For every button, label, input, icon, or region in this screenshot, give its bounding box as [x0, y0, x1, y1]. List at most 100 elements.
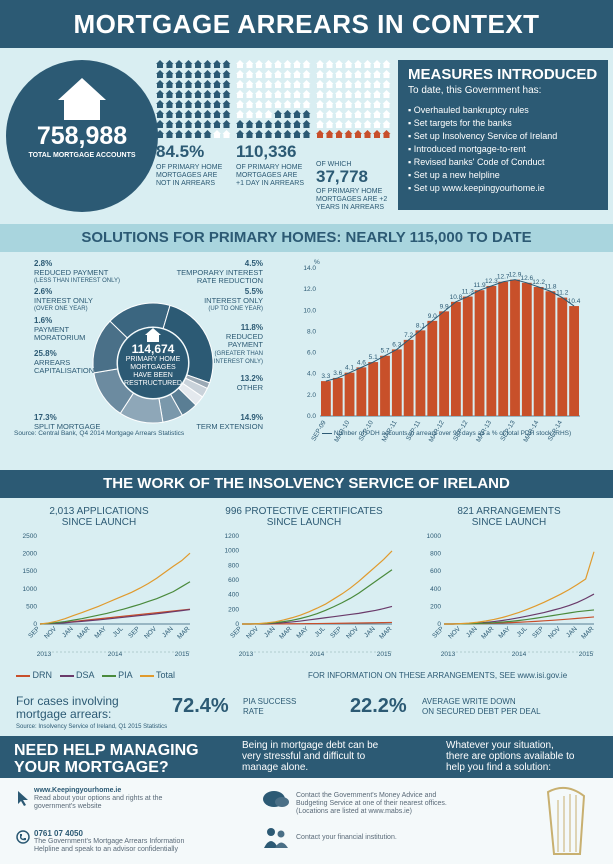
house-pictogram: [222, 80, 231, 88]
y-tick-label: 400: [228, 592, 239, 599]
web-contact[interactable]: www.Keepingyourhome.ie Read about your o…: [34, 787, 163, 810]
data-label: 9.0: [428, 313, 437, 320]
house-pictogram: [344, 130, 353, 138]
house-pictogram: [213, 100, 221, 108]
bar-series-line: [325, 279, 575, 382]
insolvency-source: Source: Insolvency Service of Ireland, Q…: [16, 724, 168, 730]
total-accounts-circle: 758,988 TOTAL MORTGAGE ACCOUNTS: [6, 60, 158, 212]
measures-item: ▪ Set up a new helpline: [408, 170, 500, 180]
house-pictogram: [382, 130, 391, 138]
bar: [510, 279, 520, 416]
donut-label: 1.6% PAYMENT MORATORIUM: [34, 316, 86, 342]
house-pictogram: [283, 70, 292, 78]
x-tick-label: MAR: [76, 625, 91, 640]
house-pictogram: [354, 120, 362, 128]
series-line: [242, 605, 393, 625]
y-tick-label: 14.0: [303, 265, 316, 272]
house-pictogram: [213, 130, 221, 138]
phone-contact[interactable]: 0761 07 4050 The Government's Mortgage A…: [34, 829, 185, 854]
cases-label: For cases involving mortgage arrears:: [16, 694, 119, 721]
house-pictogram: [274, 80, 282, 88]
house-pictogram: [165, 110, 174, 118]
insolvency-title: THE WORK OF THE INSOLVENCY SERVICE OF IR…: [0, 470, 613, 498]
harp-emblem-icon: [546, 786, 586, 855]
house-pictogram: [255, 80, 263, 88]
house-pictogram: [255, 110, 263, 118]
bar: [391, 349, 402, 416]
house-pictogram: [264, 60, 273, 68]
house-pictogram: [274, 90, 282, 98]
chat-icon: [263, 791, 289, 807]
bar: [521, 282, 532, 416]
house-pictogram: [156, 70, 164, 78]
house-pictogram: [156, 130, 164, 138]
house-pictogram: [274, 100, 282, 108]
bar: [380, 355, 390, 416]
house-pictogram: [344, 80, 353, 88]
y-tick-label: 2000: [23, 551, 38, 558]
data-label: 11.2: [556, 290, 569, 297]
data-label: 9.9: [440, 303, 449, 310]
house-pictogram: [354, 70, 362, 78]
phone-icon: [16, 830, 30, 844]
house-pictogram: [382, 60, 391, 68]
stat-two-years-label: OF PRIMARY HOME MORTGAGES ARE +2 YEARS IN …: [316, 188, 388, 211]
house-pictogram: [354, 80, 362, 88]
donut-label: 25.8% ARREARS CAPITALISATION: [34, 349, 95, 375]
x-tick-label: JAN: [263, 625, 277, 639]
bar: [427, 320, 438, 416]
y-tick-label: 200: [228, 606, 239, 613]
house-pictogram: [236, 60, 244, 68]
house-pictogram: [156, 90, 164, 98]
house-pictogram: [213, 70, 221, 78]
house-pictogram: [373, 120, 381, 128]
x-tick-label: MAY: [296, 625, 311, 640]
chart1-title: 2,013 APPLICATIONS SINCE LAUNCH: [49, 506, 149, 528]
measures-item: ▪ Set up Insolvency Service of Ireland: [408, 131, 558, 141]
measures-title: MEASURES INTRODUCED: [408, 66, 598, 83]
line-legend: DRN DSA PIA Total: [16, 670, 175, 680]
house-pictogram: [264, 90, 273, 98]
series-line: [39, 581, 191, 625]
house-pictogram: [316, 120, 324, 128]
house-pictogram: [283, 80, 292, 88]
house-pictogram: [316, 110, 324, 118]
donut-center: [118, 328, 188, 398]
house-pictogram: [325, 100, 334, 108]
house-pictogram: [344, 120, 353, 128]
writedown-label: AVERAGE WRITE DOWN ON SECURED DEBT PER DE…: [422, 697, 541, 716]
measures-list: ▪ Overhauled bankruptcy rules ▪ Set targ…: [408, 104, 608, 195]
data-label: 6.3: [392, 341, 401, 348]
y-tick-label: 0.0: [307, 413, 316, 420]
house-pictogram: [274, 130, 282, 138]
more-info-link[interactable]: FOR INFORMATION ON THESE ARRANGEMENTS, S…: [308, 671, 568, 680]
x-tick-label: JUL: [516, 625, 529, 638]
y-tick-label: 4.0: [307, 371, 316, 378]
house-pictogram: [302, 110, 311, 118]
bar: [439, 311, 449, 416]
data-label: 4.1: [345, 365, 354, 372]
house-pictogram: [184, 60, 193, 68]
help-title: NEED HELP MANAGING YOUR MORTGAGE?: [14, 742, 199, 776]
house-pictogram: [255, 60, 263, 68]
stat-not-in-arrears-value: 84.5%: [156, 142, 205, 161]
x-tick-label: MAY: [498, 625, 513, 640]
house-pictogram: [354, 130, 362, 138]
house-pictogram: [283, 110, 292, 118]
house-pictogram: [283, 130, 292, 138]
donut-center-text: 114,674 PRIMARY HOME MORTGAGES HAVE BEEN…: [124, 342, 182, 387]
y-tick-label: 600: [430, 568, 441, 575]
measures-item: ▪ Overhauled bankruptcy rules: [408, 105, 529, 115]
measures-panel: MEASURES INTRODUCED To date, this Govern…: [398, 60, 608, 210]
stat-two-years-prefix: OF WHICH: [316, 161, 352, 168]
measures-item: ▪ Set up www.keepingyourhome.ie: [408, 183, 545, 193]
house-pictogram: [264, 70, 273, 78]
house-pictogram: [255, 70, 263, 78]
house-pictogram: [184, 120, 193, 128]
house-pictogram: [156, 60, 164, 68]
arrears-bar-chart: % 0.0 2.0 4.0 6.0 8.0 10.0 12.0 14.0 3.3 3.64.14.6…: [303, 259, 580, 442]
house-pictogram: [255, 120, 263, 128]
house-pictogram: [373, 100, 381, 108]
house-pictogram: [335, 90, 343, 98]
solutions-source: Source: Central Bank, Q4 2014 Mortgage A…: [14, 430, 185, 437]
